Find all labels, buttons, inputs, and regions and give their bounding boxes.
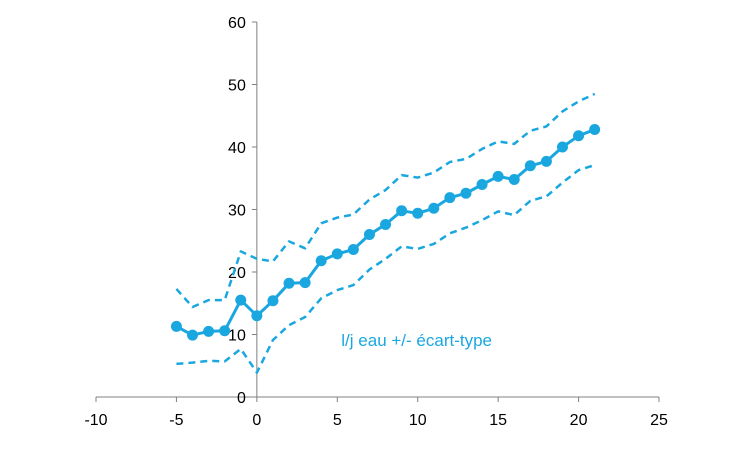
x-tick-label: 5 bbox=[333, 412, 342, 429]
x-tick-label: 0 bbox=[252, 412, 261, 429]
data-point-mean bbox=[235, 294, 247, 306]
x-tick-label: 20 bbox=[570, 412, 588, 429]
y-tick-label: 10 bbox=[228, 328, 246, 345]
data-point-mean bbox=[524, 160, 536, 172]
data-point-mean bbox=[492, 170, 504, 182]
x-tick-label: -5 bbox=[169, 412, 183, 429]
data-point-mean bbox=[540, 155, 552, 167]
x-tick-label: 15 bbox=[489, 412, 507, 429]
y-tick-label: 20 bbox=[228, 265, 246, 282]
data-point-mean bbox=[315, 255, 327, 267]
data-point-mean bbox=[363, 229, 375, 240]
data-point-mean bbox=[283, 277, 295, 289]
data-point-mean bbox=[331, 248, 343, 260]
data-point-mean bbox=[347, 244, 359, 255]
data-point-mean bbox=[187, 329, 199, 341]
data-point-mean bbox=[170, 320, 182, 332]
y-tick-label: 50 bbox=[228, 78, 246, 95]
series-annotation: l/j eau +/- écart-type bbox=[341, 331, 492, 350]
y-tick-label: 30 bbox=[228, 203, 246, 220]
data-point-mean bbox=[299, 277, 311, 289]
series-layer bbox=[170, 92, 601, 374]
data-point-mean bbox=[219, 325, 231, 337]
data-point-mean bbox=[460, 187, 472, 199]
series-line-lower bbox=[176, 163, 596, 374]
x-tick-label: 25 bbox=[650, 412, 668, 429]
series-line-upper bbox=[175, 92, 596, 309]
y-tick-label: 40 bbox=[228, 140, 246, 157]
data-point-mean bbox=[380, 219, 392, 230]
y-tick-label: 60 bbox=[228, 15, 246, 32]
data-point-mean bbox=[428, 202, 440, 214]
data-point-mean bbox=[556, 141, 568, 153]
x-tick-label: -10 bbox=[84, 412, 107, 429]
data-point-mean bbox=[203, 325, 215, 337]
data-point-mean bbox=[444, 192, 456, 204]
data-point-mean bbox=[396, 205, 408, 217]
x-tick-label: 10 bbox=[409, 412, 427, 429]
data-point-mean bbox=[476, 179, 488, 190]
data-point-mean bbox=[573, 130, 585, 142]
data-point-mean bbox=[589, 124, 601, 135]
data-point-mean bbox=[508, 174, 520, 185]
data-point-mean bbox=[412, 207, 424, 219]
axes: -10 -5 0 5 10 15 20 25 0 10 20 30 40 50 60 bbox=[84, 15, 668, 429]
data-point-mean bbox=[251, 310, 263, 322]
data-point-mean bbox=[267, 295, 279, 307]
y-tick-label: 0 bbox=[237, 390, 246, 407]
